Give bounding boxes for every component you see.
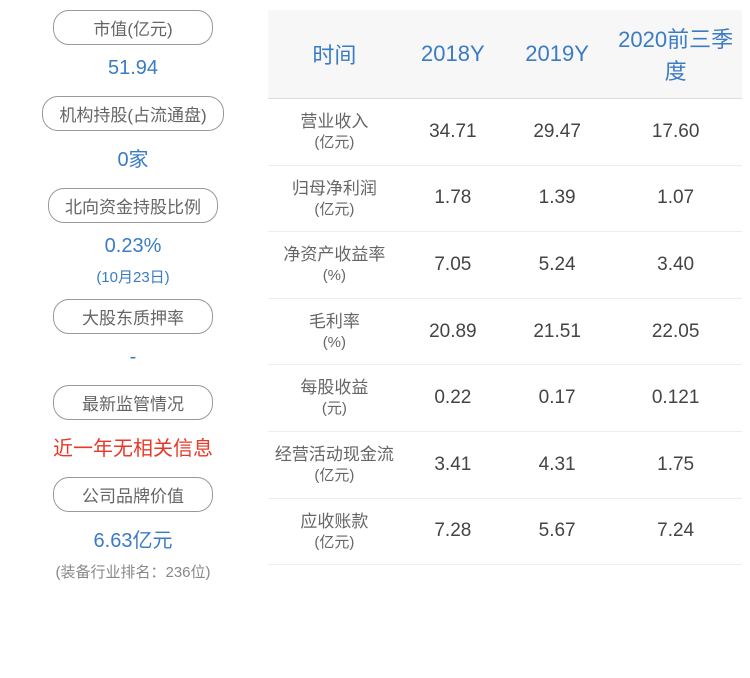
table-row: 每股收益(元)0.220.170.121 bbox=[268, 365, 742, 432]
metric-name: 经营活动现金流 bbox=[274, 444, 395, 466]
metric-value: 34.71 bbox=[401, 99, 505, 166]
metric-value: 29.47 bbox=[505, 99, 609, 166]
table-header: 时间2018Y2019Y2020前三季度 bbox=[268, 10, 742, 99]
metric-value: 5.67 bbox=[505, 498, 609, 565]
metric-value: 3.41 bbox=[401, 431, 505, 498]
info-value-1: 0家 bbox=[117, 137, 148, 182]
metric-value: 0.17 bbox=[505, 365, 609, 432]
table-body: 营业收入(亿元)34.7129.4717.60归母净利润(亿元)1.781.39… bbox=[268, 99, 742, 565]
metric-value: 4.31 bbox=[505, 431, 609, 498]
metric-value: 1.07 bbox=[609, 165, 742, 232]
info-value-0: 51.94 bbox=[108, 51, 158, 90]
metric-unit: (亿元) bbox=[274, 133, 395, 153]
table-row: 归母净利润(亿元)1.781.391.07 bbox=[268, 165, 742, 232]
metric-unit: (%) bbox=[274, 266, 395, 286]
metric-label-cell: 经营活动现金流(亿元) bbox=[268, 431, 401, 498]
metric-label-cell: 营业收入(亿元) bbox=[268, 99, 401, 166]
metric-unit: (元) bbox=[274, 399, 395, 419]
table-header-3: 2020前三季度 bbox=[609, 10, 742, 99]
metric-name: 营业收入 bbox=[274, 111, 395, 133]
table-header-1: 2018Y bbox=[401, 10, 505, 99]
info-label-5: 公司品牌价值 bbox=[53, 477, 213, 512]
metric-value: 7.28 bbox=[401, 498, 505, 565]
metric-value: 0.121 bbox=[609, 365, 742, 432]
table-header-2: 2019Y bbox=[505, 10, 609, 99]
table-row: 毛利率(%)20.8921.5122.05 bbox=[268, 298, 742, 365]
metric-value: 1.78 bbox=[401, 165, 505, 232]
metric-value: 22.05 bbox=[609, 298, 742, 365]
metric-name: 归母净利润 bbox=[274, 178, 395, 200]
metric-label-cell: 应收账款(亿元) bbox=[268, 498, 401, 565]
financial-table: 时间2018Y2019Y2020前三季度 营业收入(亿元)34.7129.471… bbox=[268, 10, 742, 565]
left-info-panel: 市值(亿元) 51.94 机构持股(占流通盘) 0家北向资金持股比例 0.23%(10月… bbox=[8, 10, 258, 668]
info-subvalue-2: (10月23日) bbox=[96, 266, 169, 293]
metric-unit: (亿元) bbox=[274, 466, 395, 486]
table-row: 经营活动现金流(亿元)3.414.311.75 bbox=[268, 431, 742, 498]
metric-value: 21.51 bbox=[505, 298, 609, 365]
info-label-2: 北向资金持股比例 bbox=[48, 188, 218, 223]
info-value-4: 近一年无相关信息 bbox=[53, 426, 213, 471]
metric-value: 0.22 bbox=[401, 365, 505, 432]
metric-name: 毛利率 bbox=[274, 311, 395, 333]
metric-unit: (亿元) bbox=[274, 533, 395, 553]
info-value-2: 0.23% bbox=[105, 229, 162, 268]
info-value-5: 6.63亿元 bbox=[94, 518, 173, 563]
info-value-3: - bbox=[130, 340, 137, 379]
metric-value: 1.75 bbox=[609, 431, 742, 498]
metric-value: 3.40 bbox=[609, 232, 742, 299]
metric-value: 5.24 bbox=[505, 232, 609, 299]
metric-name: 应收账款 bbox=[274, 511, 395, 533]
metric-name: 净资产收益率 bbox=[274, 244, 395, 266]
info-label-4: 最新监管情况 bbox=[53, 385, 213, 420]
metric-unit: (亿元) bbox=[274, 200, 395, 220]
metric-label-cell: 净资产收益率(%) bbox=[268, 232, 401, 299]
metric-value: 1.39 bbox=[505, 165, 609, 232]
metric-label-cell: 归母净利润(亿元) bbox=[268, 165, 401, 232]
metric-value: 17.60 bbox=[609, 99, 742, 166]
info-label-3: 大股东质押率 bbox=[53, 299, 213, 334]
info-subvalue-5: (装备行业排名：236位) bbox=[55, 561, 210, 588]
info-label-1: 机构持股(占流通盘) bbox=[42, 96, 223, 131]
metric-value: 7.05 bbox=[401, 232, 505, 299]
metric-value: 20.89 bbox=[401, 298, 505, 365]
metric-name: 每股收益 bbox=[274, 377, 395, 399]
metric-unit: (%) bbox=[274, 333, 395, 353]
metric-label-cell: 每股收益(元) bbox=[268, 365, 401, 432]
table-row: 净资产收益率(%)7.055.243.40 bbox=[268, 232, 742, 299]
table-row: 应收账款(亿元)7.285.677.24 bbox=[268, 498, 742, 565]
table-header-0: 时间 bbox=[268, 10, 401, 99]
table-row: 营业收入(亿元)34.7129.4717.60 bbox=[268, 99, 742, 166]
metric-value: 7.24 bbox=[609, 498, 742, 565]
metric-label-cell: 毛利率(%) bbox=[268, 298, 401, 365]
financial-table-panel: 时间2018Y2019Y2020前三季度 营业收入(亿元)34.7129.471… bbox=[258, 10, 742, 668]
info-label-0: 市值(亿元) bbox=[53, 10, 213, 45]
